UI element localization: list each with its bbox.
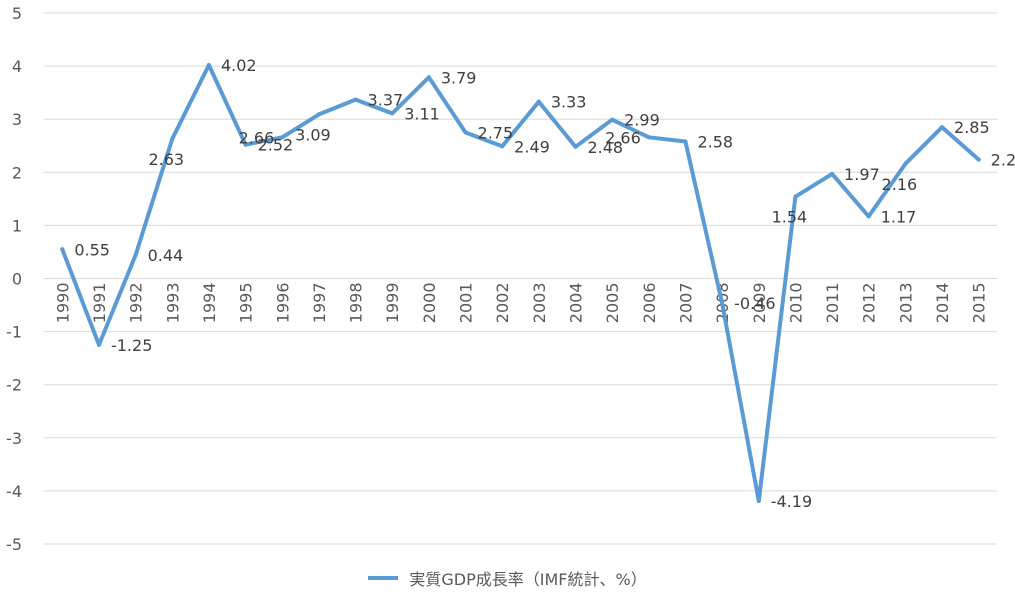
x-tick-label: 1992: [127, 283, 146, 324]
x-tick-label: 1997: [310, 283, 329, 324]
data-point: [866, 214, 871, 219]
data-point: [830, 171, 835, 176]
x-tick-label: 1993: [163, 283, 182, 324]
x-tick-label: 2014: [933, 283, 952, 324]
data-point: [756, 498, 761, 503]
x-tick-label: 1996: [273, 283, 292, 324]
data-label: 2.85: [954, 118, 990, 137]
y-tick-label: 0: [12, 270, 22, 289]
y-tick-label: -1: [6, 323, 22, 342]
data-point: [573, 144, 578, 149]
data-label: 2.48: [587, 138, 623, 157]
data-label: 2.66: [605, 128, 641, 147]
x-tick-label: 2015: [970, 283, 989, 324]
data-label: 0.44: [148, 246, 184, 265]
data-point: [976, 157, 981, 162]
x-axis-ticks: 1990 1991 1992 1993 1994 1995 1996 1997 1998 1999…: [53, 283, 988, 324]
y-tick-label: 1: [12, 216, 22, 235]
data-point: [536, 99, 541, 104]
data-point: [390, 111, 395, 116]
y-tick-label: -4: [6, 482, 22, 501]
data-point: [243, 142, 248, 147]
data-point: [170, 136, 175, 141]
data-point: [206, 63, 211, 68]
data-point: [940, 125, 945, 130]
x-tick-label: 1991: [90, 283, 109, 324]
data-label: -4.19: [771, 492, 812, 511]
data-point: [280, 135, 285, 140]
x-tick-label: 1999: [383, 283, 402, 324]
y-tick-label: 3: [12, 110, 22, 129]
data-labels: 0.55-1.250.442.634.022.522.66 3.093.373.1…: [74, 56, 1015, 511]
data-point: [793, 194, 798, 199]
data-label: 3.79: [441, 68, 477, 87]
data-point: [646, 135, 651, 140]
legend-label: 実質GDP成長率（IMF統計、%）: [409, 570, 647, 589]
x-tick-label: 2005: [603, 283, 622, 324]
x-tick-label: 2002: [493, 283, 512, 324]
data-label: 2.66: [239, 128, 275, 147]
x-tick-label: 1998: [347, 283, 366, 324]
y-tick-label: -5: [6, 535, 22, 554]
data-point: [426, 75, 431, 80]
data-point: [96, 342, 101, 347]
x-tick-label: 2011: [823, 283, 842, 324]
data-label: 2.49: [514, 137, 550, 156]
x-tick-label: 2001: [457, 283, 476, 324]
data-point: [610, 117, 615, 122]
legend-swatch: [368, 576, 399, 580]
gridlines: [44, 12, 997, 545]
y-tick-label: 5: [12, 4, 22, 23]
data-label: 4.02: [221, 56, 257, 75]
series-line: [60, 63, 981, 503]
y-tick-label: -2: [6, 376, 22, 395]
legend: 実質GDP成長率（IMF統計、%）: [0, 566, 1015, 590]
x-tick-label: 1990: [53, 283, 72, 324]
data-label: 1.54: [772, 208, 808, 227]
data-point: [133, 253, 138, 258]
series-layer: [60, 63, 981, 503]
x-tick-label: 1994: [200, 283, 219, 324]
x-tick-label: 2010: [786, 283, 805, 324]
y-tick-label: -3: [6, 429, 22, 448]
data-label: 1.17: [881, 207, 917, 226]
data-label: 2.24: [991, 151, 1015, 170]
x-tick-label: 2000: [420, 283, 439, 324]
x-tick-label: 2012: [860, 283, 879, 324]
data-point: [683, 139, 688, 144]
data-point: [353, 97, 358, 102]
data-label: -0.46: [734, 294, 775, 313]
x-tick-label: 2013: [896, 283, 915, 324]
data-label: 2.52: [258, 136, 294, 155]
data-label: 2.75: [478, 123, 514, 142]
x-tick-label: 2004: [566, 283, 585, 324]
data-point: [720, 300, 725, 305]
data-point: [500, 144, 505, 149]
data-point: [60, 247, 65, 252]
x-tick-label: 2003: [530, 283, 549, 324]
data-point: [316, 112, 321, 117]
data-label: 3.37: [368, 91, 404, 110]
x-tick-label: 2007: [676, 283, 695, 324]
data-label: 1.97: [844, 165, 880, 184]
data-label: 2.58: [697, 133, 733, 152]
data-label: 3.09: [295, 125, 331, 144]
data-label: 3.33: [551, 93, 587, 112]
data-label: 2.63: [148, 150, 184, 169]
data-label: -1.25: [111, 336, 152, 355]
y-axis-ticks: -5 -4 -3 -2 -1 0 1 2 3 4 5: [6, 4, 22, 554]
x-tick-label: 1995: [237, 283, 256, 324]
data-label: 2.16: [882, 175, 918, 194]
data-label: 3.11: [404, 104, 440, 123]
data-point: [463, 130, 468, 135]
y-tick-label: 2: [12, 163, 22, 182]
data-label: 2.99: [624, 111, 660, 130]
x-tick-label: 2006: [640, 283, 659, 324]
data-point: [903, 161, 908, 166]
x-tick-label: 2009: [750, 283, 769, 324]
y-tick-label: 4: [12, 57, 22, 76]
data-label: 0.55: [74, 240, 110, 259]
